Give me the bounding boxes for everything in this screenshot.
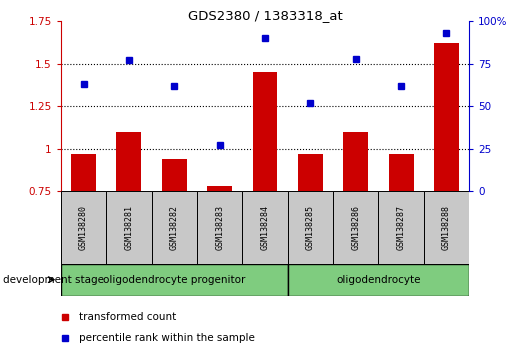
Bar	[288, 191, 333, 264]
Text: GSM138287: GSM138287	[396, 205, 405, 250]
Bar	[252, 72, 278, 191]
Bar	[378, 191, 423, 264]
Text: transformed count: transformed count	[80, 312, 176, 322]
Text: GSM138282: GSM138282	[170, 205, 179, 250]
Bar	[61, 191, 107, 264]
Text: GSM138286: GSM138286	[351, 205, 360, 250]
Bar	[298, 154, 323, 191]
Text: GSM138280: GSM138280	[79, 205, 88, 250]
Bar	[117, 132, 142, 191]
Text: GDS2380 / 1383318_at: GDS2380 / 1383318_at	[188, 9, 342, 22]
Text: GSM138288: GSM138288	[442, 205, 451, 250]
Bar	[333, 191, 378, 264]
Text: GSM138284: GSM138284	[261, 205, 269, 250]
Text: GSM138285: GSM138285	[306, 205, 315, 250]
Bar	[388, 154, 413, 191]
Text: oligodendrocyte: oligodendrocyte	[336, 275, 421, 285]
Bar	[61, 264, 288, 296]
Text: development stage: development stage	[3, 275, 104, 285]
Bar	[197, 191, 242, 264]
Bar	[152, 191, 197, 264]
Bar	[107, 191, 152, 264]
Bar	[162, 159, 187, 191]
Bar	[423, 191, 469, 264]
Text: GSM138281: GSM138281	[125, 205, 134, 250]
Text: percentile rank within the sample: percentile rank within the sample	[80, 332, 255, 343]
Bar	[434, 43, 459, 191]
Text: oligodendrocyte progenitor: oligodendrocyte progenitor	[103, 275, 245, 285]
Text: GSM138283: GSM138283	[215, 205, 224, 250]
Bar	[242, 191, 288, 264]
Bar	[71, 154, 96, 191]
Bar	[288, 264, 469, 296]
Bar	[343, 132, 368, 191]
Bar	[207, 186, 232, 191]
